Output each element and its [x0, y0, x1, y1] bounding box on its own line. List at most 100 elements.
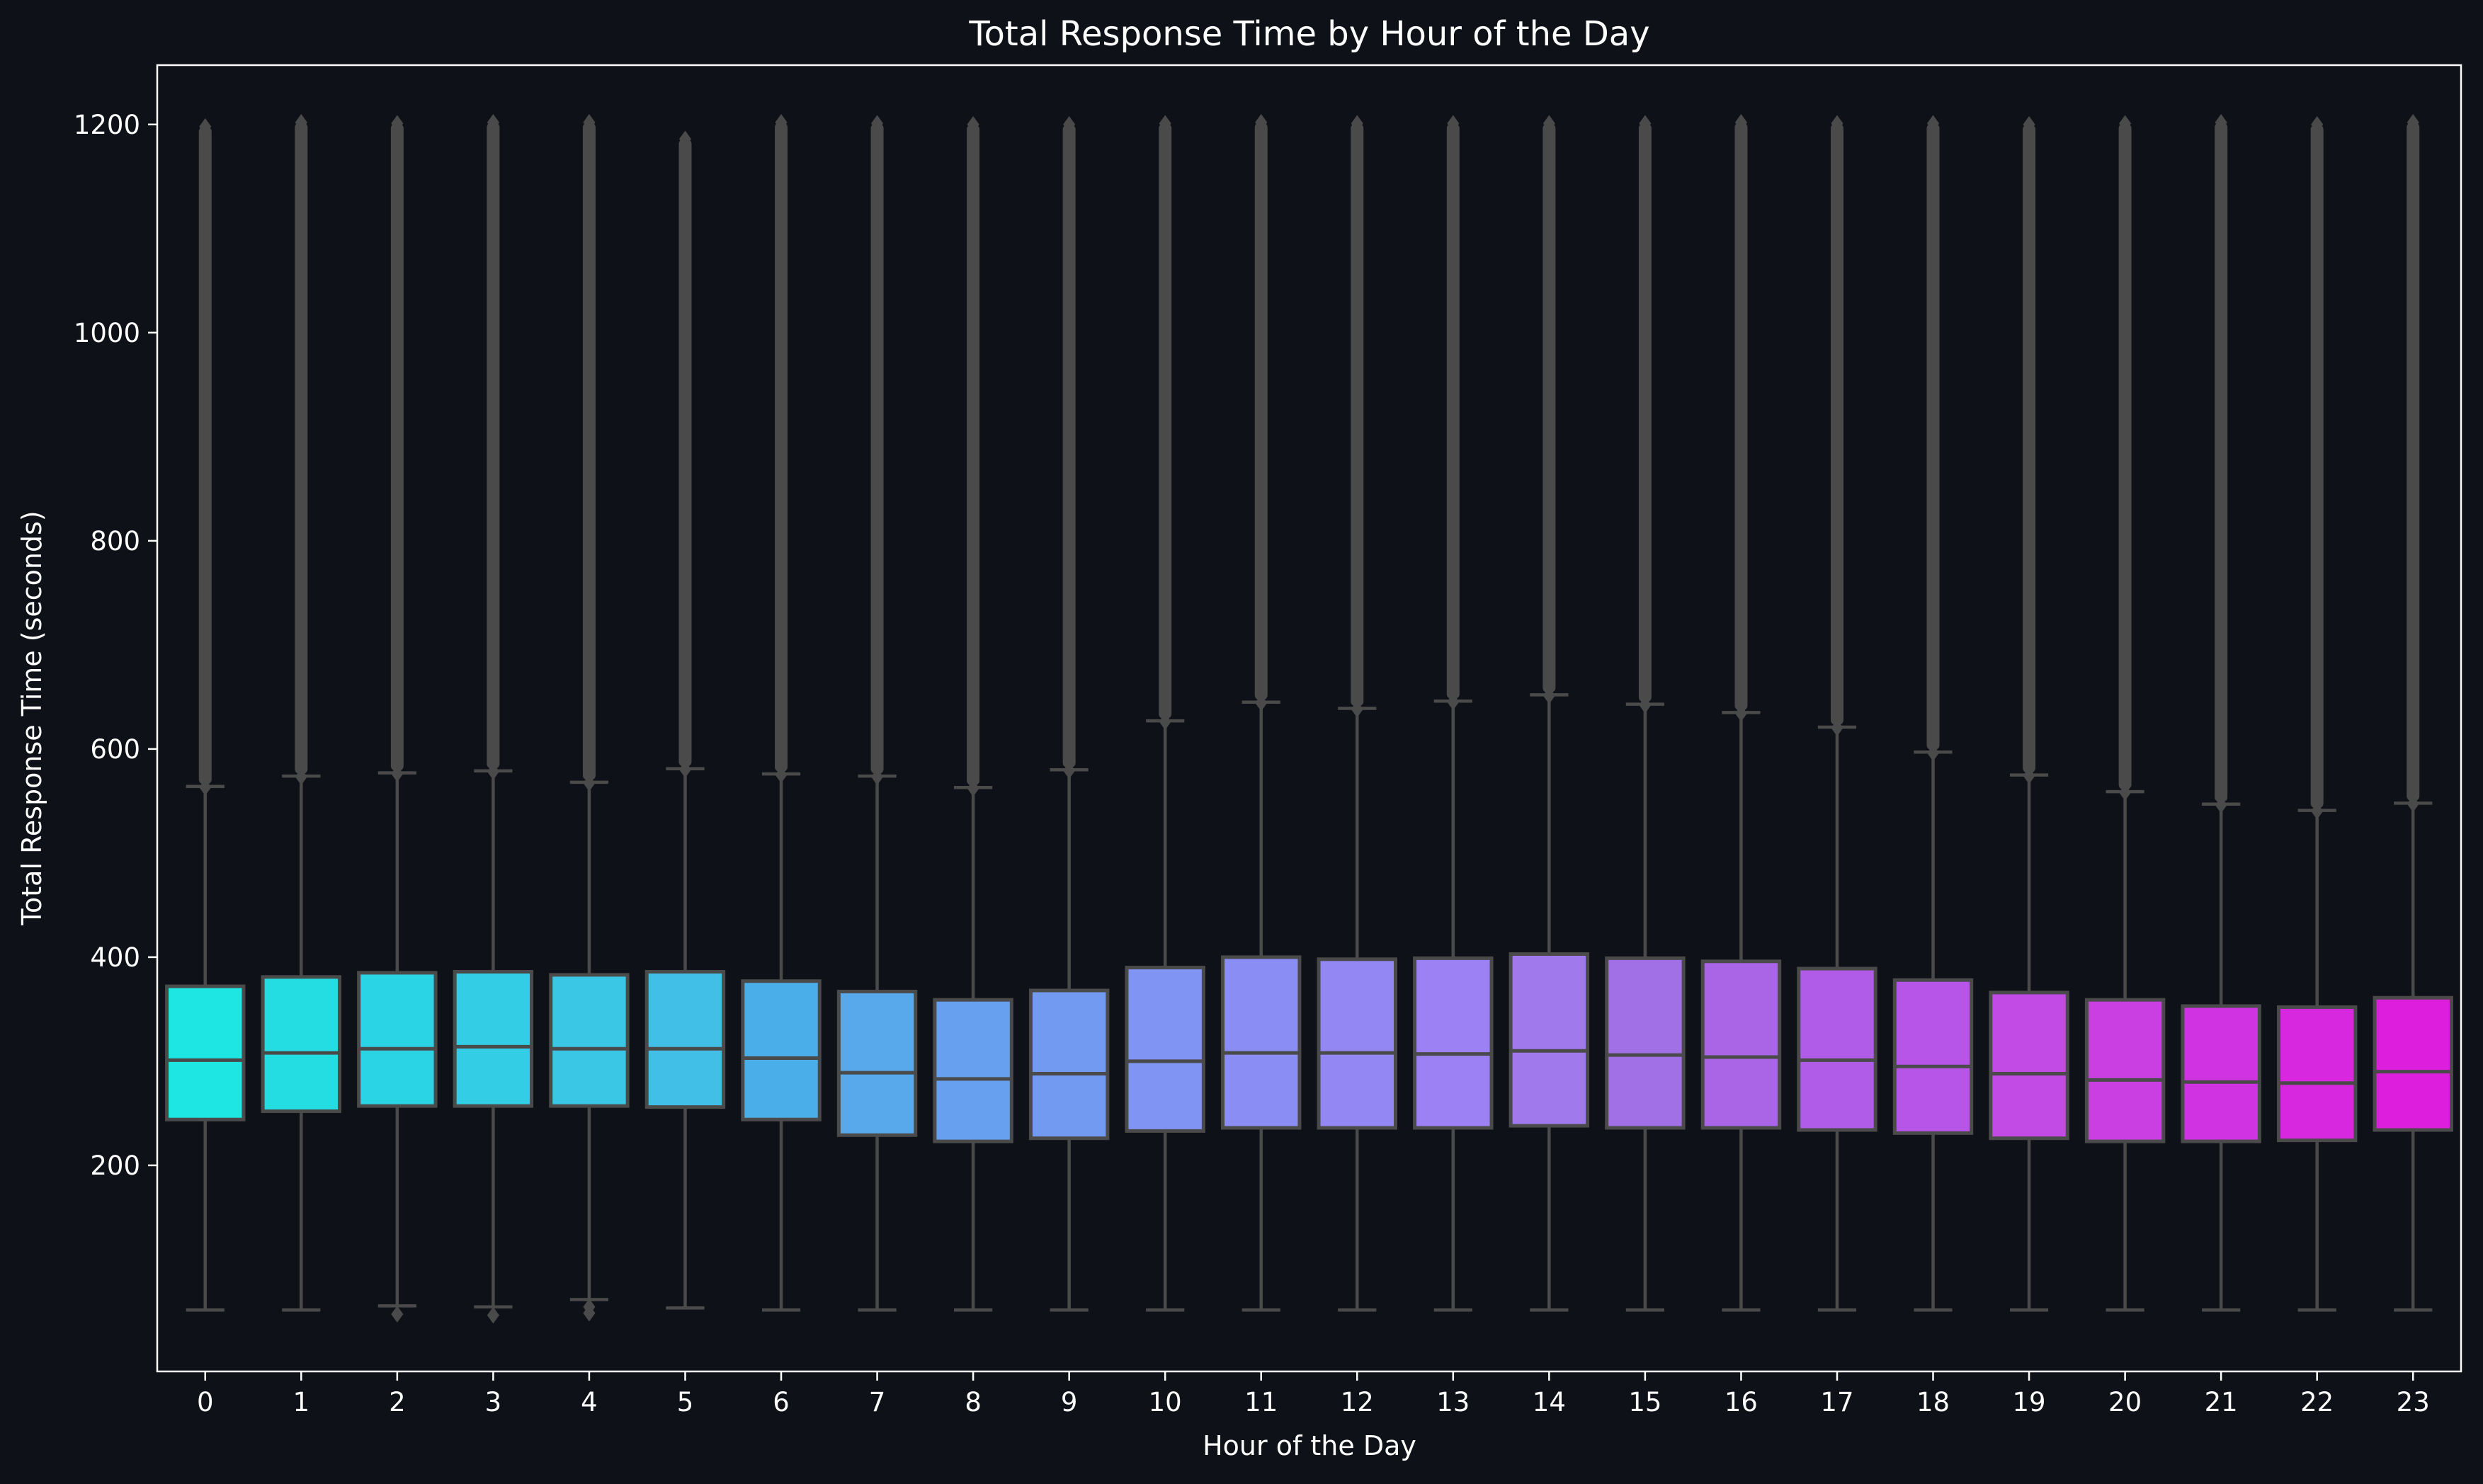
outliers-high	[1926, 123, 1940, 750]
outliers-high	[2118, 123, 2132, 790]
x-tick-label: 12	[1341, 1387, 1374, 1417]
x-tick-label: 5	[677, 1387, 694, 1417]
box-group-hour-2	[357, 115, 438, 1323]
x-tick-label: 0	[197, 1387, 214, 1417]
box-iqr	[2373, 995, 2453, 1132]
outliers-high	[1159, 123, 1172, 719]
box-group-hour-20	[2084, 115, 2166, 1312]
outlier-marker-top	[487, 114, 499, 131]
outliers-high	[678, 139, 692, 767]
x-tick-label: 14	[1533, 1387, 1566, 1417]
box-group-hour-11	[1221, 114, 1302, 1312]
outliers-high	[1830, 123, 1843, 726]
y-tick-label: 1000	[74, 318, 140, 348]
box-group-hour-19	[1989, 115, 2069, 1312]
outliers-high	[2023, 124, 2036, 773]
box-iqr	[1989, 991, 2069, 1141]
y-tick-label: 1200	[74, 110, 140, 140]
x-tick-label: 4	[581, 1387, 598, 1417]
box-group-hour-17	[1797, 115, 1877, 1312]
box-group-hour-15	[1605, 115, 1686, 1312]
box-iqr	[933, 998, 1013, 1143]
box-group-hour-9	[1028, 115, 1110, 1312]
x-tick-label: 9	[1061, 1387, 1078, 1417]
box-iqr	[1605, 956, 1686, 1130]
outlier-marker-top	[583, 114, 596, 131]
box-group-hour-1	[261, 114, 342, 1312]
axes: 0 1 2 3 4 5 6 7 8 9 10 11 12 13 14 15 16 17 18 19 20 21 22 2320…	[74, 110, 2430, 1417]
box-iqr	[1317, 957, 1397, 1130]
outlier-marker-top	[967, 115, 979, 133]
x-tick-label: 22	[2300, 1387, 2334, 1417]
box-group-hour-5	[644, 130, 726, 1310]
outliers-high	[1254, 122, 1268, 700]
box-iqr	[1508, 952, 1590, 1128]
outlier-marker-top	[2119, 115, 2132, 132]
outliers-high	[390, 123, 404, 771]
x-tick-label: 2	[389, 1387, 406, 1417]
box-iqr	[644, 969, 726, 1109]
x-tick-label: 10	[1149, 1387, 1182, 1417]
box-group-hour-10	[1125, 115, 1205, 1312]
box-group-hour-4	[549, 114, 630, 1322]
box-group-hour-14	[1508, 115, 1590, 1312]
x-tick-label: 15	[1628, 1387, 1661, 1417]
x-tick-label: 11	[1244, 1387, 1278, 1417]
box-group-hour-22	[2276, 115, 2358, 1312]
outliers-high	[2215, 122, 2228, 802]
box-group-hour-3	[453, 114, 534, 1324]
outliers-high	[295, 122, 308, 775]
box-iqr	[1028, 988, 1110, 1141]
x-tick-label: 1	[293, 1387, 310, 1417]
x-tick-label: 23	[2397, 1387, 2430, 1417]
outlier-marker-top	[2407, 114, 2419, 131]
outlier-marker-top	[1926, 115, 1940, 132]
x-tick-label: 20	[2108, 1387, 2142, 1417]
box-group-hour-21	[2181, 114, 2261, 1312]
box-iqr	[1221, 955, 1302, 1130]
outlier-marker-top	[1255, 114, 1268, 131]
outlier-marker-top	[1831, 115, 1843, 132]
outliers-high	[487, 122, 500, 769]
outliers-high	[1542, 123, 1556, 693]
box-iqr	[1700, 959, 1782, 1130]
box-iqr	[741, 979, 822, 1121]
box-iqr	[1125, 966, 1205, 1133]
outlier-marker-top	[295, 114, 307, 131]
outliers-high	[1351, 123, 1364, 707]
box-iqr	[1413, 956, 1494, 1130]
box-group-hour-16	[1700, 114, 1782, 1312]
outlier-marker-top	[199, 118, 212, 135]
outliers-high	[198, 126, 212, 784]
outlier-low	[487, 1306, 499, 1324]
box-group-hour-7	[836, 115, 918, 1312]
outliers-high	[967, 124, 980, 786]
outlier-marker-top	[1063, 115, 1076, 133]
x-axis-label: Hour of the Day	[1203, 1430, 1416, 1461]
y-tick-label: 800	[90, 526, 140, 556]
y-tick-label: 200	[90, 1151, 140, 1181]
box-iqr	[549, 973, 630, 1108]
box-group-hour-8	[933, 115, 1013, 1312]
x-tick-label: 6	[773, 1387, 790, 1417]
outliers-high	[870, 123, 884, 775]
x-tick-label: 8	[965, 1387, 982, 1417]
x-tick-label: 13	[1436, 1387, 1470, 1417]
outlier-marker-top	[678, 130, 692, 148]
y-axis-label: Total Response Time (seconds)	[16, 510, 47, 925]
box-iqr	[1797, 966, 1877, 1132]
y-tick-label: 400	[90, 942, 140, 973]
outliers-high	[775, 122, 788, 772]
outlier-marker-top	[1542, 115, 1555, 132]
outlier-marker-top	[2215, 114, 2227, 131]
outlier-marker-top	[1734, 114, 1747, 131]
outliers-high	[1638, 123, 1652, 702]
outliers-high	[2407, 122, 2420, 801]
plot-frame	[156, 64, 2462, 1373]
box-group-hour-13	[1413, 115, 1494, 1312]
x-tick-label: 3	[485, 1387, 502, 1417]
outlier-marker-top	[871, 115, 884, 132]
plot-area	[165, 114, 2453, 1324]
box-iqr	[165, 984, 246, 1121]
x-tick-label: 21	[2205, 1387, 2238, 1417]
